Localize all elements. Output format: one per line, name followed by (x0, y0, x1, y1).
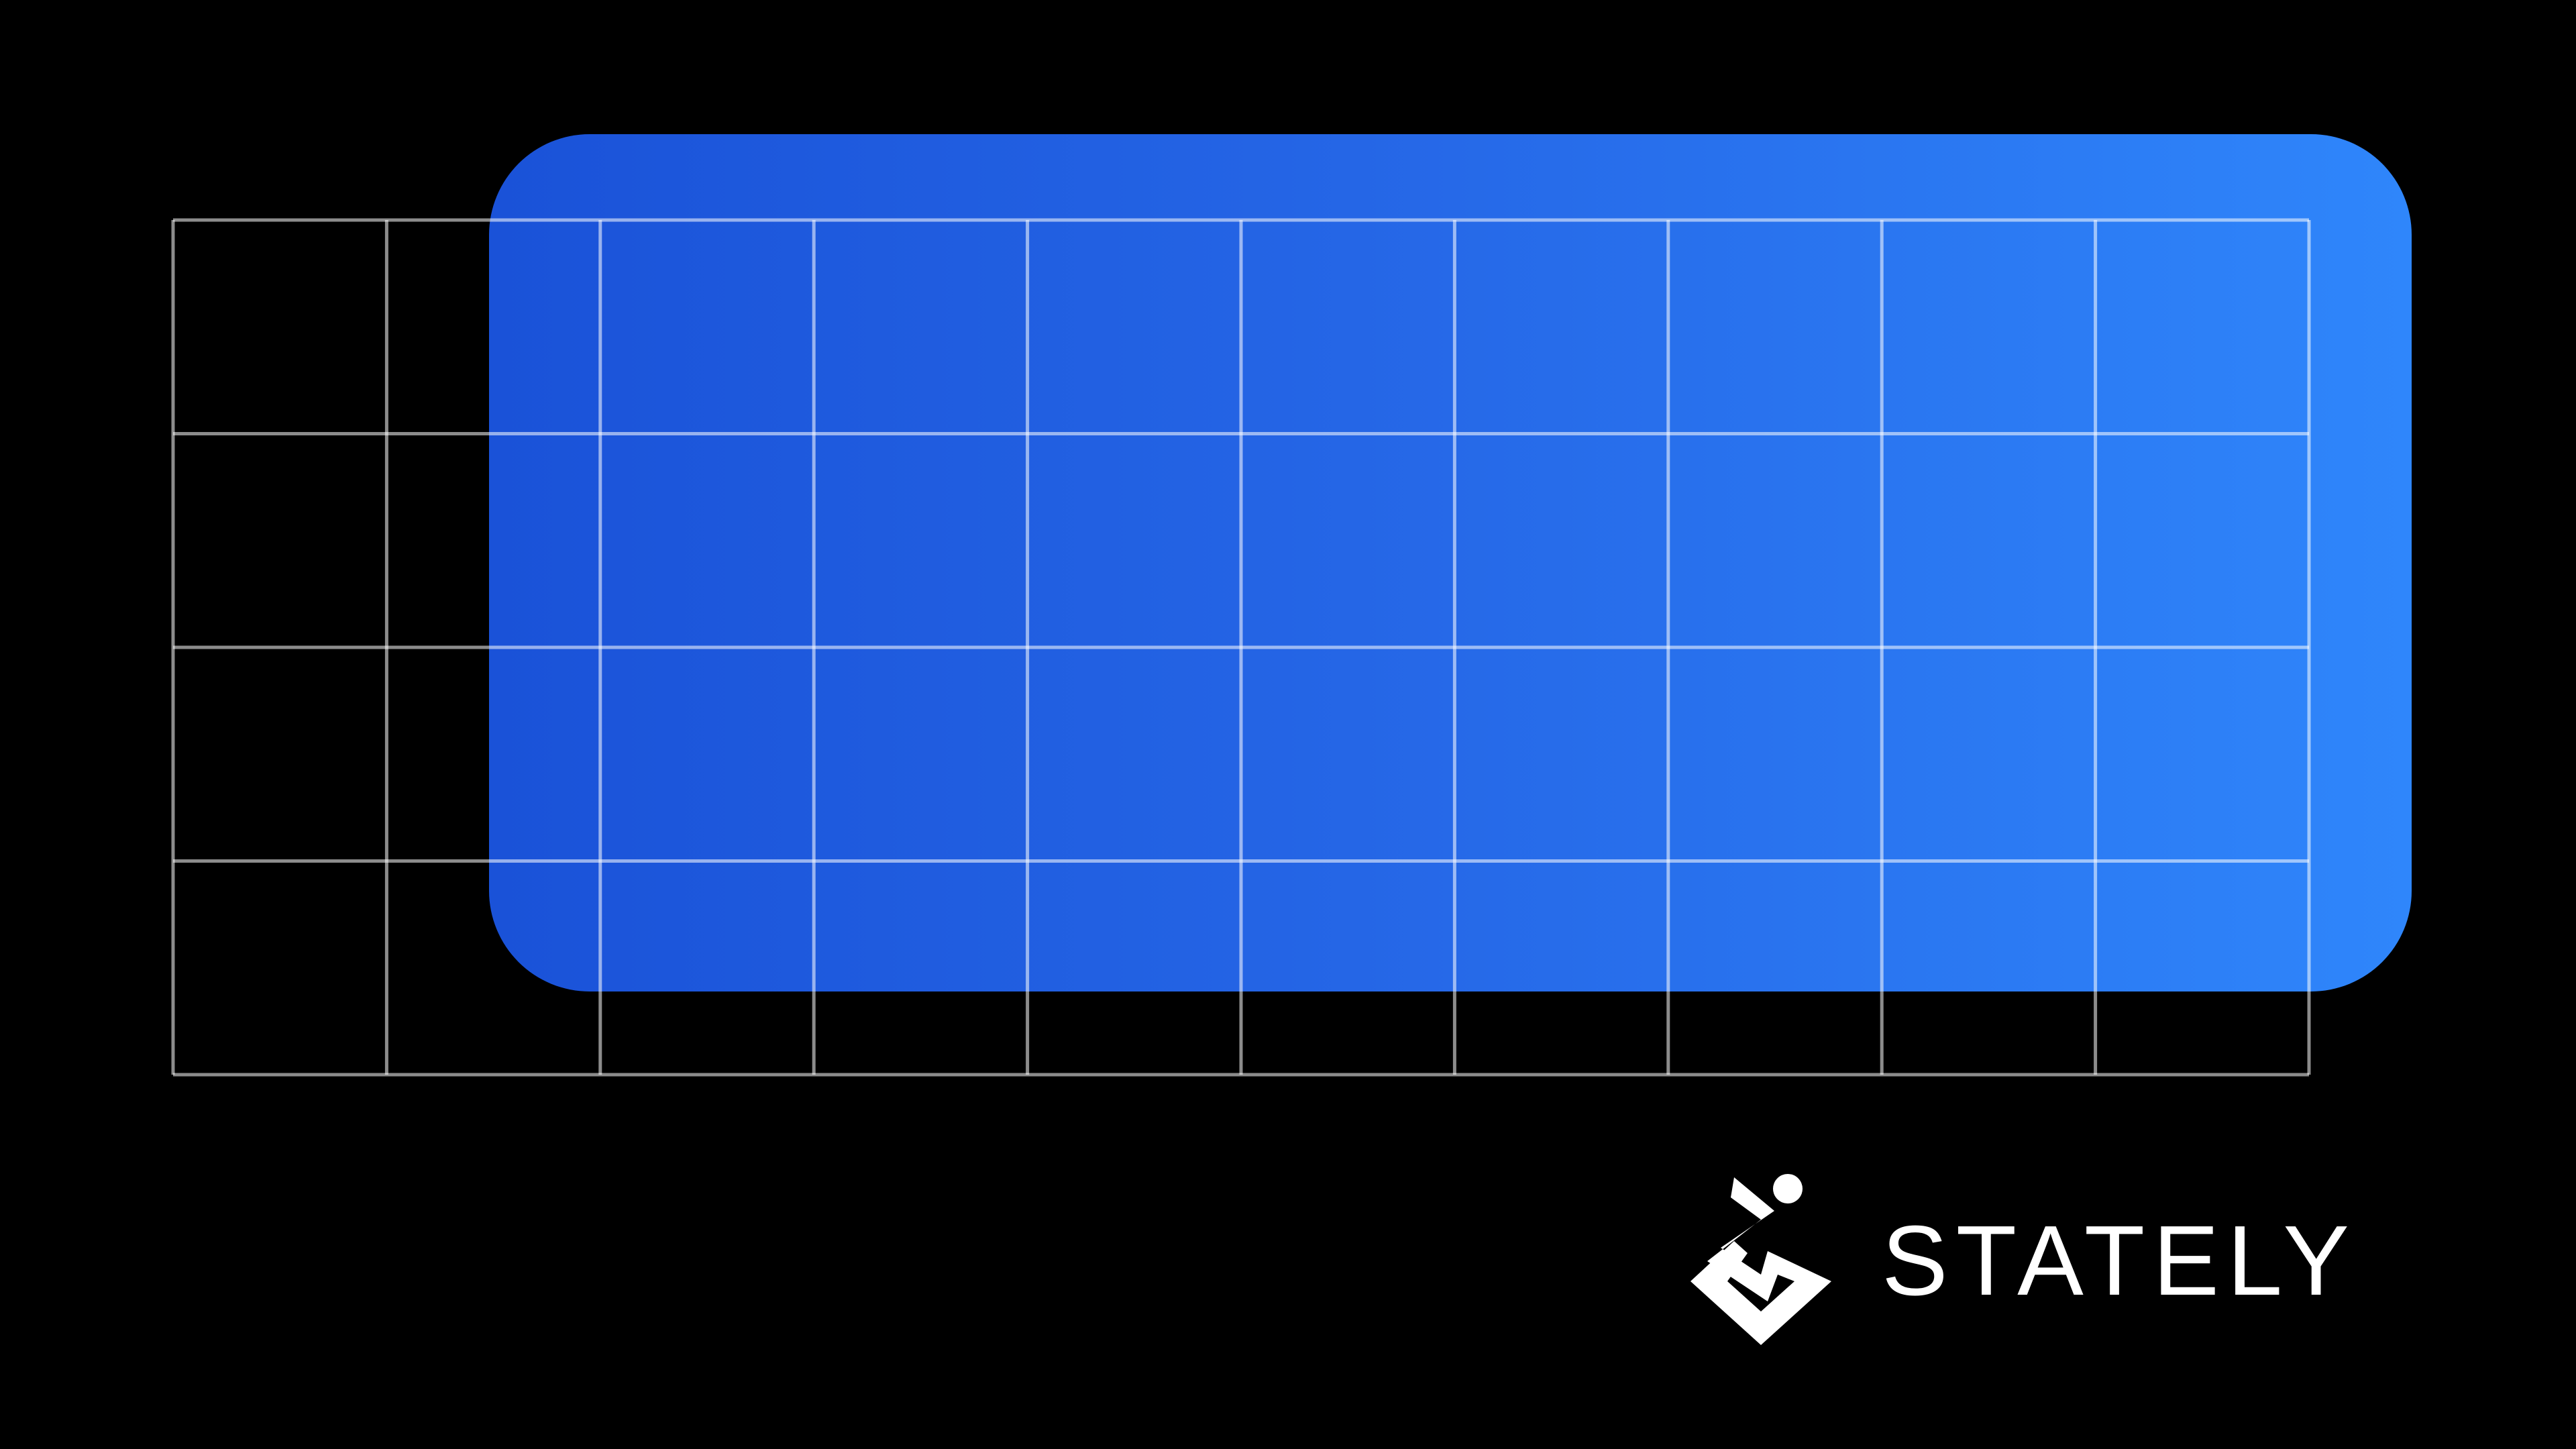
gradient-card (489, 134, 2412, 991)
stately-logo-icon (1690, 1174, 1831, 1345)
brand-name: STATELY (1882, 1205, 2358, 1316)
brand-lockup: STATELY (1687, 1174, 2349, 1348)
